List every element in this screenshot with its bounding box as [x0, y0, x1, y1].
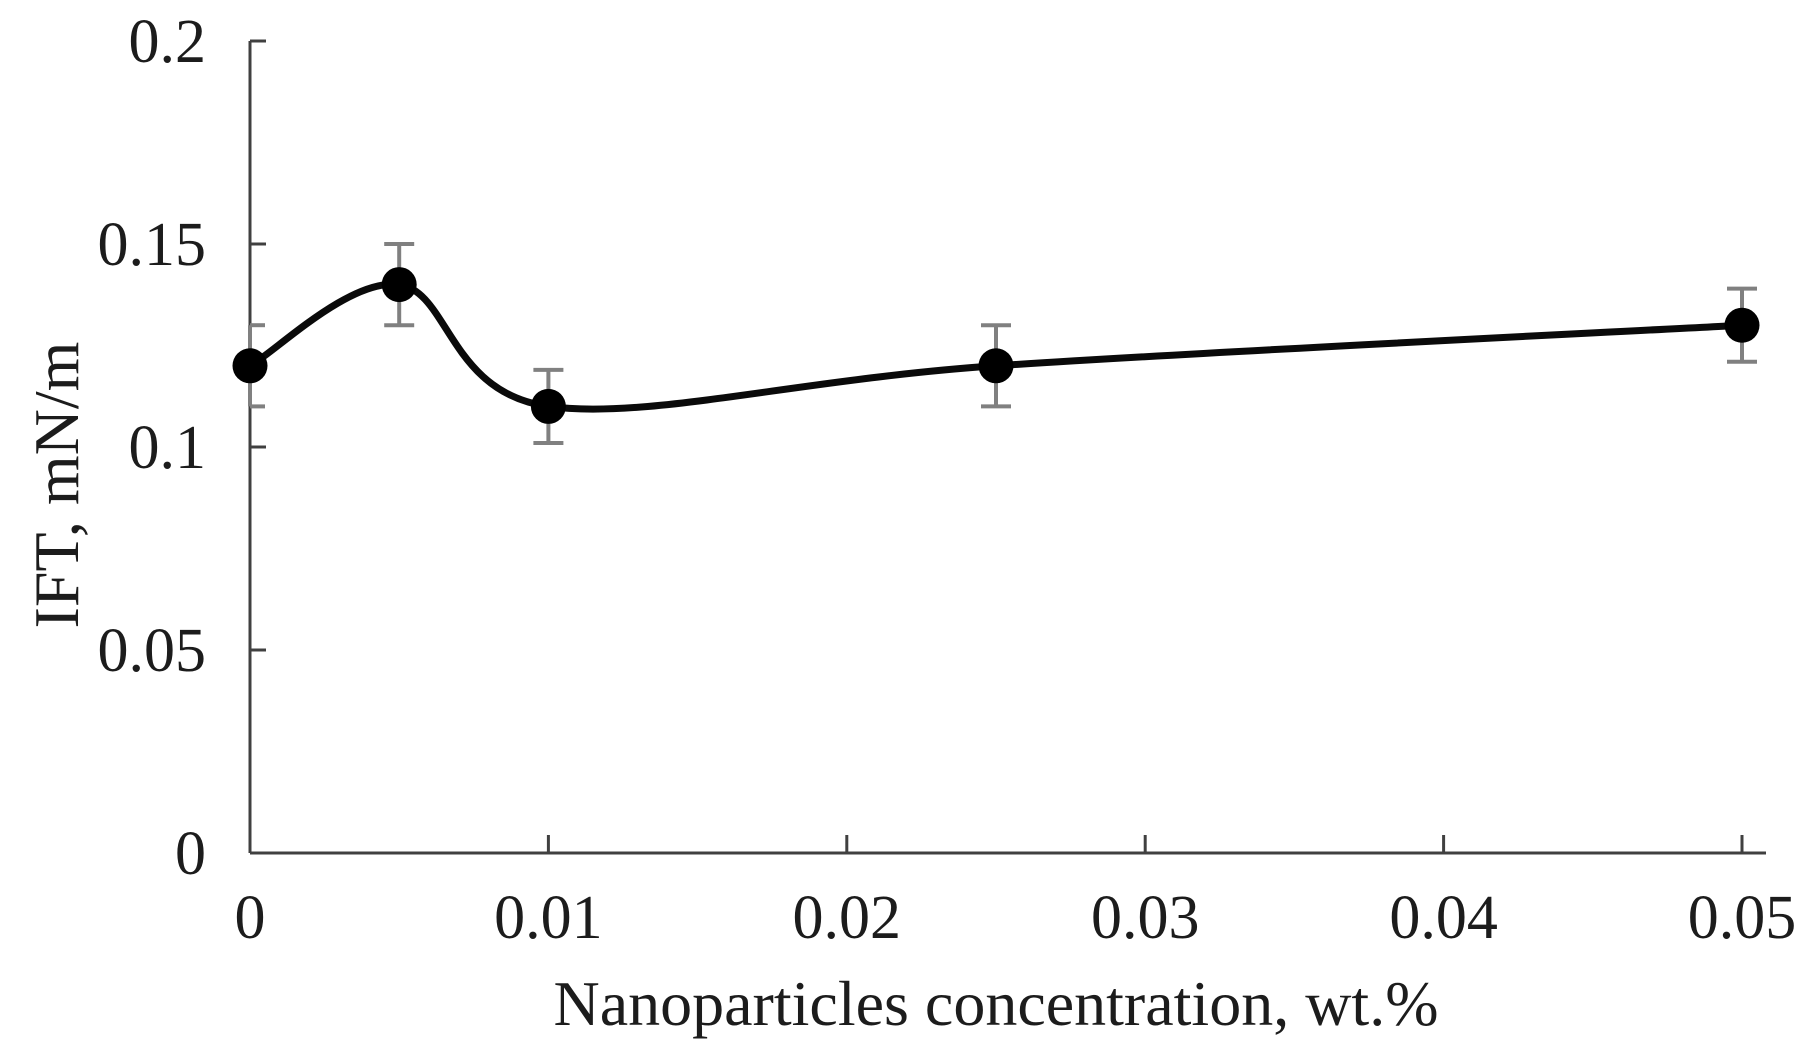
x-tick-label: 0.01 — [494, 884, 603, 952]
y-tick-label: 0.2 — [129, 8, 207, 76]
x-tick-label: 0.04 — [1389, 884, 1498, 952]
data-point-marker — [978, 348, 1014, 384]
x-tick-label: 0.05 — [1688, 884, 1797, 952]
data-point-marker — [381, 267, 417, 303]
data-point-marker — [530, 388, 566, 424]
y-tick-label: 0.05 — [98, 617, 207, 685]
data-point-marker — [232, 348, 268, 384]
y-tick-label: 0.15 — [98, 211, 207, 279]
y-axis-title: IFT, mN/m — [21, 341, 92, 629]
x-tick-label: 0.02 — [793, 884, 902, 952]
data-point-marker — [1724, 307, 1760, 343]
x-tick-label: 0.03 — [1091, 884, 1200, 952]
y-tick-label: 0 — [175, 820, 206, 888]
x-axis-title: Nanoparticles concentration, wt.% — [553, 968, 1439, 1039]
x-tick-label: 0 — [235, 884, 266, 952]
y-tick-label: 0.1 — [129, 414, 207, 482]
